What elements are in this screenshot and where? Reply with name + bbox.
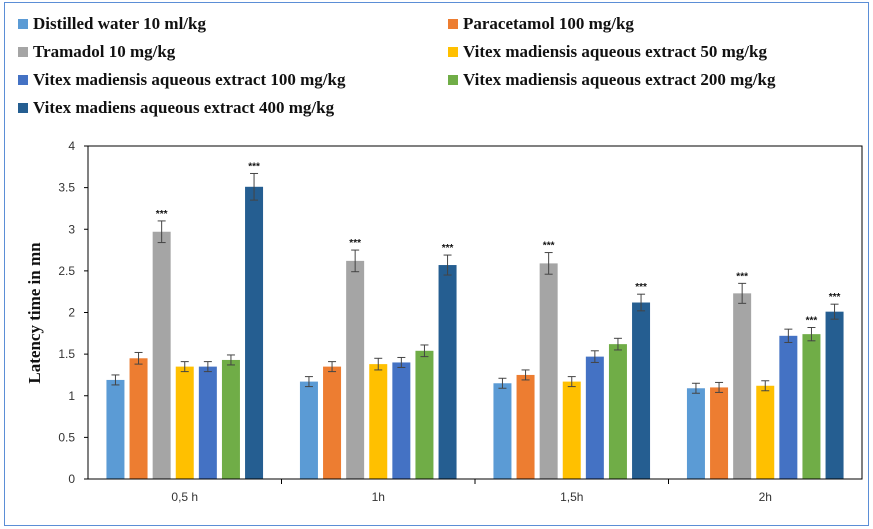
legend-label: Vitex madiensis aqueous extract 200 mg/k… [463,70,776,89]
bar [686,388,705,479]
significance-label: *** [248,161,260,172]
legend-swatch [18,19,28,29]
bar [493,383,512,479]
bar [369,364,388,479]
significance-label: *** [442,243,454,254]
bar [562,381,581,479]
legend-swatch [448,75,458,85]
legend-item-vitex-200: Vitex madiensis aqueous extract 200 mg/k… [448,70,775,90]
y-tick-label: 0 [68,472,75,486]
bar [152,231,171,479]
bar [779,335,798,479]
y-tick-label: 2.5 [58,264,75,278]
bar [129,358,148,479]
bar [802,334,821,479]
y-tick-label: 4 [68,139,75,153]
bar [245,186,264,480]
bars-group: *** *** *** *** *** *** *** *** *** [106,161,844,480]
legend-item-tramadol: Tramadol 10 mg/kg [18,42,175,62]
figure-frame [4,2,869,526]
legend-item-distilled-water: Distilled water 10 ml/kg [18,14,206,34]
legend-item-vitex-400: Vitex madiens aqueous extract 400 mg/kg [18,98,334,118]
y-tick-label: 3.5 [58,181,75,195]
bar [299,381,318,479]
y-tick-label: 0.5 [58,430,75,444]
bar [392,362,411,479]
bar [825,311,844,479]
legend-label: Distilled water 10 ml/kg [33,14,206,33]
bar [106,379,125,479]
bar [221,359,240,479]
bar [175,366,194,479]
legend-item-paracetamol: Paracetamol 100 mg/kg [448,14,634,34]
bar [346,260,365,479]
x-tick-label: 1,5h [560,490,583,504]
bar [438,265,457,479]
legend-label: Tramadol 10 mg/kg [33,42,176,61]
significance-label: *** [829,292,841,303]
bar [323,366,342,479]
bar [632,302,651,479]
legend-item-vitex-100: Vitex madiensis aqueous extract 100 mg/k… [18,70,345,90]
legend-swatch [18,75,28,85]
legend-label: Vitex madiensis aqueous extract 50 mg/kg [463,42,767,61]
legend-item-vitex-50: Vitex madiensis aqueous extract 50 mg/kg [448,42,767,62]
y-tick-label: 3 [68,222,75,236]
x-tick-label: 2h [759,490,772,504]
legend-swatch [448,47,458,57]
y-axis-label: Latency time in mn [25,242,44,384]
significance-label: *** [156,209,168,220]
x-tick-label: 0,5 h [171,490,198,504]
legend-label: Paracetamol 100 mg/kg [463,14,634,33]
axes-group: 0 0.5 1 1.5 2 2.5 3 3.5 4 0,5 h 1h 1,5h 2h [58,139,863,504]
significance-label: *** [736,271,748,282]
legend: Distilled water 10 ml/kg Paracetamol 100… [18,10,868,135]
legend-label: Vitex madiensis aqueous extract 100 mg/k… [33,70,346,89]
bar [733,293,752,479]
legend-label: Vitex madiens aqueous extract 400 mg/kg [33,98,335,117]
legend-swatch [18,103,28,113]
bar [415,350,434,479]
y-tick-label: 2 [68,306,75,320]
legend-swatch [448,19,458,29]
bar [608,344,627,479]
bar [585,356,604,479]
bar [198,366,217,479]
significance-label: *** [349,238,361,249]
significance-label: *** [635,282,647,293]
bar [516,374,535,479]
bar [539,263,558,479]
x-tick-label: 1h [372,490,385,504]
y-tick-label: 1 [68,389,75,403]
bar [710,387,729,479]
significance-label: *** [543,241,555,252]
legend-swatch [18,47,28,57]
y-tick-label: 1.5 [58,347,75,361]
significance-label: *** [806,315,818,326]
bar [756,385,775,479]
